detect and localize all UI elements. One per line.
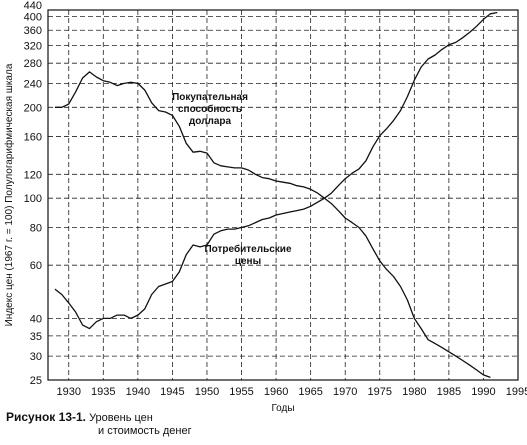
x-tick-label: 1940 bbox=[126, 386, 150, 398]
y-tick-label: 200 bbox=[24, 102, 42, 114]
grid bbox=[48, 10, 519, 381]
y-tick-label: 400 bbox=[24, 11, 42, 23]
y-tick-label: 80 bbox=[30, 222, 42, 234]
x-tick-label: 1995 bbox=[506, 386, 527, 398]
y-tick-label: 320 bbox=[24, 41, 42, 53]
y-tick-label: 30 bbox=[30, 351, 42, 363]
figure-caption: Рисунок 13-1. Уровень цен и стоимость де… bbox=[6, 411, 192, 438]
y-tick-label: 120 bbox=[24, 169, 42, 181]
purchasing-power-label: доллара bbox=[189, 116, 232, 127]
y-tick-label: 40 bbox=[30, 313, 42, 325]
y-tick-label: 160 bbox=[24, 132, 42, 144]
x-tick-label: 1965 bbox=[298, 386, 322, 398]
figure-number: Рисунок 13-1. bbox=[6, 410, 86, 424]
x-tick-label: 1935 bbox=[91, 386, 115, 398]
x-axis-title: Годы bbox=[271, 403, 294, 414]
caption-line-1: Уровень цен bbox=[89, 412, 153, 424]
x-tick-label: 1930 bbox=[56, 386, 80, 398]
caption-line-2: и стоимость денег bbox=[98, 425, 192, 437]
y-tick-label: 360 bbox=[24, 25, 42, 37]
y-tick-label: 100 bbox=[24, 193, 42, 205]
consumer-prices-label: цены bbox=[235, 256, 261, 267]
x-tick-label: 1980 bbox=[402, 386, 426, 398]
purchasing-power-line bbox=[54, 71, 491, 379]
tick-labels: 1930 1935 1940 1945 1950 1955 1960 1965 1970 1975… bbox=[24, 0, 527, 398]
x-tick-label: 1945 bbox=[160, 386, 184, 398]
purchasing-power-label: Покупательная bbox=[172, 92, 248, 103]
y-tick-label: 440 bbox=[24, 0, 42, 12]
plot-frame bbox=[47, 9, 519, 381]
x-tick-label: 1970 bbox=[333, 386, 357, 398]
series-lines bbox=[54, 11, 498, 379]
y-axis-title: Индекс цен (1967 г. = 100) Полулогарифми… bbox=[3, 63, 15, 326]
x-tick-label: 1975 bbox=[368, 386, 392, 398]
consumer-prices-label: Потребительские bbox=[204, 243, 291, 255]
x-tick-label: 1960 bbox=[264, 386, 288, 398]
x-tick-label: 1990 bbox=[471, 386, 495, 398]
y-tick-label: 240 bbox=[24, 78, 42, 90]
y-tick-label: 25 bbox=[30, 375, 42, 387]
y-tick-label: 60 bbox=[30, 260, 42, 272]
consumer-prices-line bbox=[54, 11, 498, 330]
y-tick-label: 35 bbox=[30, 331, 42, 343]
purchasing-power-label: способность bbox=[178, 103, 242, 115]
x-tick-label: 1955 bbox=[229, 386, 253, 398]
x-tick-label: 1985 bbox=[437, 386, 461, 398]
x-tick-label: 1950 bbox=[195, 386, 219, 398]
y-tick-label: 280 bbox=[24, 58, 42, 70]
axes bbox=[47, 9, 519, 381]
